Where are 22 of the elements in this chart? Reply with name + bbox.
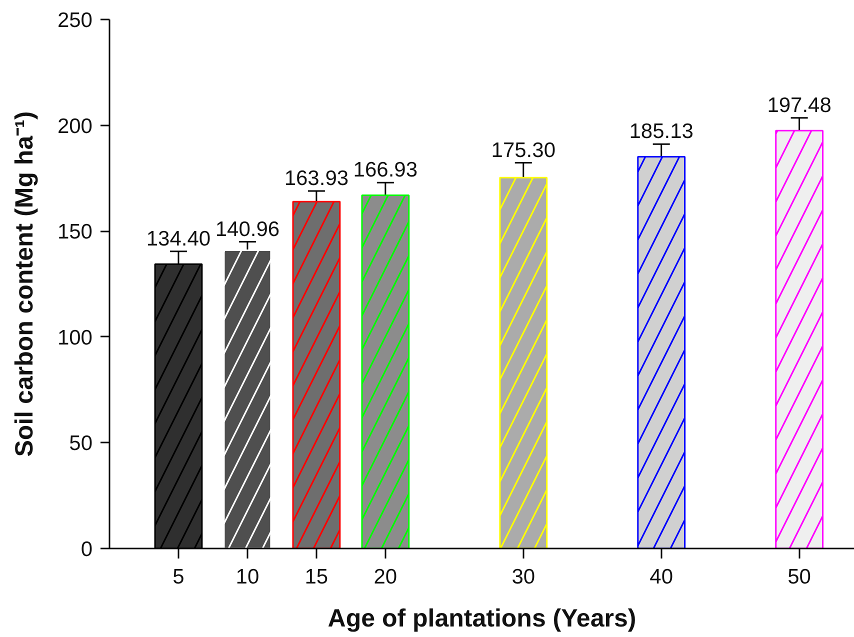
data-label: 134.40 [146,227,211,250]
x-tick-label: 5 [172,566,184,588]
data-label: 166.93 [353,158,418,182]
data-label: 163.93 [284,167,349,190]
y-tick-label: 150 [57,220,93,244]
x-tick-label: 30 [512,566,536,588]
data-label: 175.30 [491,138,556,162]
data-label: 197.48 [767,94,832,117]
x-tick-label: 40 [650,566,674,588]
y-tick-label: 100 [57,326,93,350]
x-tick-label: 20 [374,566,398,588]
y-tick-label: 50 [69,432,92,456]
data-label: 185.13 [629,120,694,144]
y-tick-label: 250 [57,9,93,32]
y-tick-label: 200 [57,114,93,138]
x-axis-title: Age of plantations (Years) [328,604,636,632]
x-tick-label: 50 [788,566,811,588]
x-tick-label: 10 [236,566,260,588]
data-label: 140.96 [215,218,280,241]
x-tick-label: 15 [304,566,328,588]
y-axis-title: Soil carbon content (Mg ha⁻¹) [10,111,38,457]
y-tick-label: 0 [80,538,93,561]
